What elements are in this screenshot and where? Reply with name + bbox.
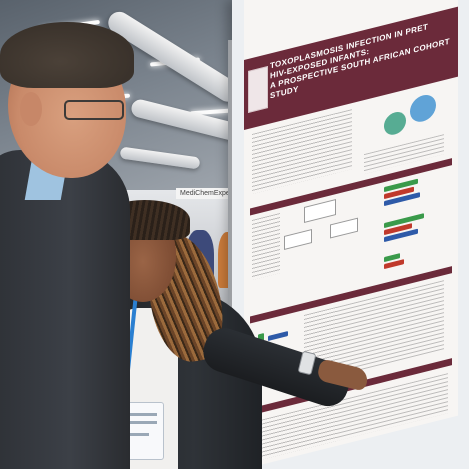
poster-title: TOXOPLASMOSIS INFECTION IN PRET HIV-EXPO…: [270, 17, 450, 102]
badge-text-line: [129, 421, 157, 424]
badge-text-line: [129, 413, 157, 416]
flowchart-box: [304, 199, 336, 224]
man-ear: [20, 92, 42, 126]
venn-circle: [410, 92, 436, 125]
booth-sign: MediChemExpert: [176, 188, 239, 199]
eyeglasses: [64, 100, 124, 120]
flowchart-box: [330, 217, 358, 239]
poster-text-block: [252, 213, 280, 281]
venn-circle: [384, 109, 406, 138]
flowchart-box: [284, 229, 312, 251]
badge-text-line: [129, 433, 149, 436]
university-logo: [248, 66, 268, 114]
chart-bar: [268, 331, 288, 342]
research-poster: TOXOPLASMOSIS INFECTION IN PRET HIV-EXPO…: [244, 0, 458, 469]
man-hair: [0, 22, 134, 88]
man-suit-jacket: [0, 150, 130, 469]
